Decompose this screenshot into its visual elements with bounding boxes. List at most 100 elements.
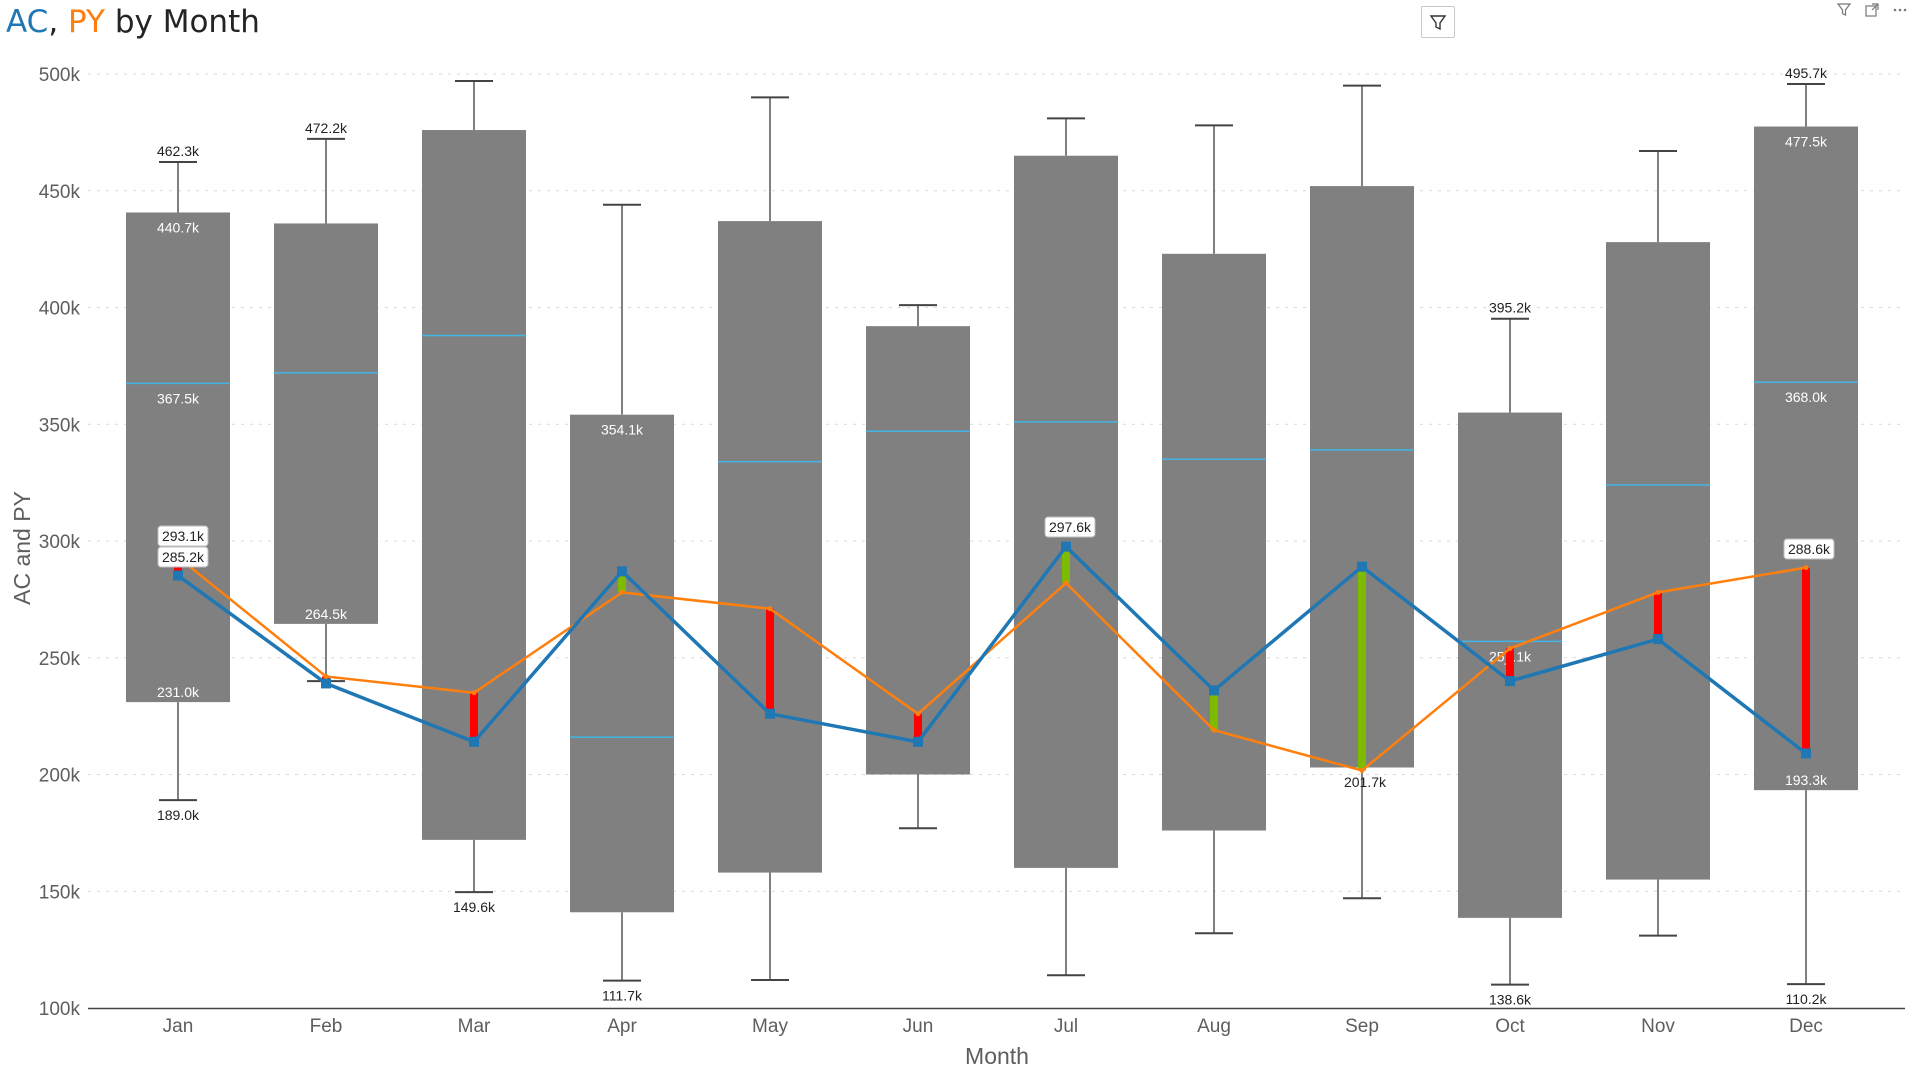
- value-label: 288.6k: [1788, 541, 1831, 557]
- median-label: 367.5k: [157, 390, 200, 406]
- y-tick-label: 200k: [39, 766, 81, 787]
- x-tick-label: Sep: [1345, 1016, 1379, 1037]
- y-tick-label: 100k: [39, 999, 81, 1020]
- py-point: [323, 673, 329, 679]
- value-label: 285.2k: [162, 549, 205, 565]
- py-point: [767, 606, 773, 612]
- x-tick-label: Aug: [1197, 1016, 1231, 1037]
- py-point: [1507, 645, 1513, 651]
- value-label-box: [157, 525, 209, 547]
- variance-bar: [618, 571, 626, 593]
- title-separator: ,: [48, 4, 69, 40]
- y-axis-title: AC and PY: [9, 491, 35, 605]
- title-ac: AC: [6, 4, 49, 40]
- value-label-box: [1044, 516, 1096, 538]
- value-label: 297.6k: [1049, 519, 1092, 535]
- ac-series-line: [176, 543, 1808, 755]
- q1-label: 193.3k: [1785, 772, 1828, 788]
- q3-label: 477.5k: [1785, 134, 1828, 150]
- box-aug: [1162, 253, 1266, 831]
- x-tick-label: Apr: [607, 1016, 637, 1037]
- variance-bar: [1654, 592, 1662, 640]
- variance-bar: [766, 608, 774, 714]
- box-jul: [1014, 155, 1118, 868]
- title-py: PY: [68, 4, 105, 40]
- box-nov: [1606, 242, 1710, 880]
- py-point: [1063, 580, 1069, 586]
- focus-mode-icon[interactable]: [1864, 2, 1880, 18]
- min-label: 138.6k: [1489, 992, 1532, 1008]
- min-label: 189.0k: [157, 807, 200, 823]
- max-label: 395.2k: [1489, 300, 1532, 316]
- max-label: 462.3k: [157, 143, 200, 159]
- q1-label: 231.0k: [157, 684, 200, 700]
- chart-title: AC, PY by Month: [6, 4, 260, 40]
- box-jan: [126, 212, 230, 703]
- ac-point: [765, 708, 775, 719]
- ac-point: [173, 570, 183, 581]
- ac-point: [913, 736, 923, 747]
- x-tick-label: Jul: [1054, 1016, 1078, 1037]
- y-tick-label: 450k: [39, 182, 81, 203]
- variance-bar: [470, 692, 478, 742]
- min-label: 149.6k: [453, 899, 496, 915]
- py-point: [1211, 727, 1217, 733]
- variance-bar: [914, 713, 922, 742]
- value-label: 201.7k: [1344, 774, 1387, 790]
- x-tick-label: May: [752, 1016, 788, 1037]
- variance-bar: [1802, 567, 1810, 754]
- q1-label: 264.5k: [305, 606, 348, 622]
- py-series-line: [177, 556, 1807, 772]
- max-label: 495.7k: [1785, 65, 1828, 81]
- py-point: [1359, 768, 1365, 774]
- x-tick-label: Oct: [1495, 1016, 1525, 1037]
- box-feb: [274, 223, 378, 624]
- value-label-box: [1783, 538, 1835, 560]
- y-tick-label: 400k: [39, 299, 81, 320]
- ac-point: [1061, 541, 1071, 552]
- q3-label: 354.1k: [601, 422, 644, 438]
- variance-bar: [1062, 546, 1070, 584]
- y-tick-label: 500k: [39, 65, 81, 86]
- ac-point: [617, 566, 627, 577]
- ac-point: [1653, 634, 1663, 645]
- value-label-box: [157, 546, 209, 568]
- x-axis-title: Month: [965, 1043, 1029, 1069]
- x-tick-label: Nov: [1641, 1016, 1675, 1037]
- title-rest: by Month: [104, 4, 260, 40]
- y-tick-label: 300k: [39, 532, 81, 553]
- variance-bar: [1358, 566, 1366, 771]
- ac-point: [1505, 676, 1515, 687]
- ac-point: [469, 736, 479, 747]
- py-point: [619, 589, 625, 595]
- y-tick-label: 350k: [39, 415, 81, 436]
- py-point: [1803, 565, 1809, 571]
- x-tick-label: Feb: [310, 1016, 343, 1037]
- filter-icon: [1429, 15, 1447, 31]
- x-tick-label: Mar: [458, 1016, 491, 1037]
- y-tick-label: 250k: [39, 649, 81, 670]
- variance-bar: [1506, 648, 1514, 682]
- ac-point: [1209, 685, 1219, 696]
- py-point: [1655, 589, 1661, 595]
- visual-header-icons: [1836, 2, 1908, 18]
- box-jun: [866, 326, 970, 775]
- more-options-icon[interactable]: [1892, 2, 1908, 18]
- max-label: 472.2k: [305, 120, 348, 136]
- ac-point: [1801, 748, 1811, 759]
- x-tick-label: Jan: [163, 1016, 194, 1037]
- ac-point: [1357, 561, 1367, 572]
- min-label: 110.2k: [1786, 991, 1828, 1007]
- q3-label: 440.7k: [157, 219, 200, 235]
- variance-bar: [1210, 690, 1218, 731]
- py-point: [915, 711, 921, 717]
- filter-icon[interactable]: [1836, 2, 1852, 18]
- min-label: 111.7k: [602, 988, 643, 1004]
- x-tick-label: Dec: [1789, 1016, 1823, 1037]
- y-tick-label: 150k: [39, 882, 81, 903]
- py-point: [471, 690, 477, 696]
- ac-point: [321, 678, 331, 689]
- filter-button[interactable]: [1421, 6, 1455, 38]
- box-apr: [570, 414, 674, 913]
